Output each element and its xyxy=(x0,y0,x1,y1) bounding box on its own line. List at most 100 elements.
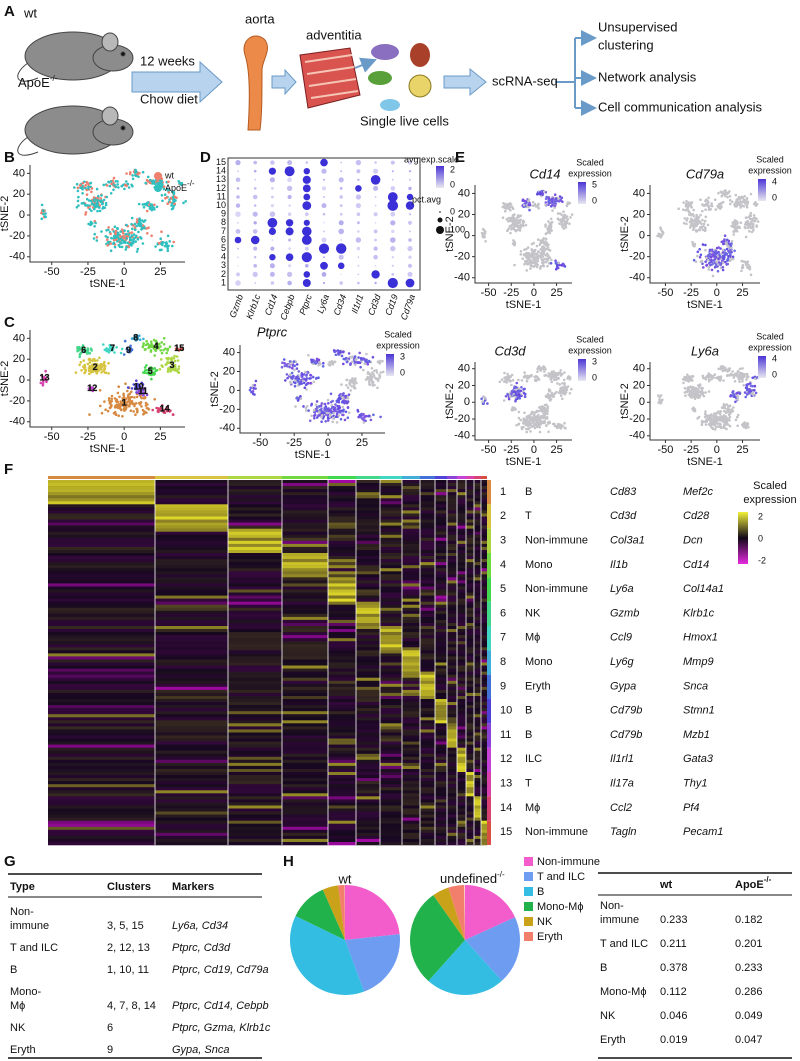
cell-point xyxy=(513,264,516,267)
cell-point xyxy=(697,220,700,223)
heatmap-cell xyxy=(380,577,402,580)
dot xyxy=(391,273,394,276)
cell-point xyxy=(715,250,718,253)
heatmap-cell xyxy=(474,526,481,529)
heatmap-cell xyxy=(155,532,228,535)
y-tick-label: -40 xyxy=(629,272,645,284)
heatmap-cell xyxy=(356,608,380,611)
heatmap-cell xyxy=(435,532,447,535)
heatmap-cell xyxy=(328,489,356,492)
heatmap-cell xyxy=(356,593,380,596)
cell-point xyxy=(689,203,692,206)
heatmap-cell xyxy=(228,580,282,583)
heatmap-cell xyxy=(328,562,356,565)
dot xyxy=(339,220,344,225)
cell-point xyxy=(713,416,716,419)
cell-point xyxy=(143,410,146,413)
heatmap-cell xyxy=(356,547,380,550)
cell-point xyxy=(523,263,526,266)
dot xyxy=(375,222,376,223)
dot xyxy=(286,227,294,235)
heatmap-cell xyxy=(356,489,380,492)
heatmap-cell xyxy=(155,538,228,541)
cell-point xyxy=(323,411,326,414)
cell-point xyxy=(749,223,752,226)
cell-point xyxy=(364,362,367,365)
cluster-label: 15 xyxy=(174,343,184,353)
cell-point xyxy=(503,376,506,379)
cell-point xyxy=(116,183,119,186)
cell-point xyxy=(712,275,715,278)
heatmap-cell xyxy=(402,486,420,489)
heatmap-cell xyxy=(380,526,402,529)
heatmap-cell xyxy=(328,605,356,608)
heatmap-cell xyxy=(474,501,481,504)
heatmap-cell xyxy=(228,568,282,571)
cell-point xyxy=(89,223,92,226)
heatmap-cell xyxy=(380,559,402,562)
cell-point xyxy=(132,410,135,413)
cell-point xyxy=(740,201,743,204)
cell-point xyxy=(160,358,163,361)
heatmap-cell xyxy=(481,620,487,623)
heatmap-cell xyxy=(48,498,155,501)
cell-point xyxy=(553,423,556,426)
cell-point xyxy=(746,206,749,209)
cell-point xyxy=(700,254,703,257)
cell-point xyxy=(482,236,485,239)
cell-point xyxy=(543,258,546,261)
heatmap-cell xyxy=(474,541,481,544)
y-tick-label: -20 xyxy=(219,403,235,415)
cell-point xyxy=(756,203,759,206)
cell-point xyxy=(350,356,353,359)
dot xyxy=(270,247,274,251)
cell-point xyxy=(312,376,315,379)
cell-point xyxy=(153,354,156,357)
heatmap-cell xyxy=(420,590,435,593)
heatmap-cell xyxy=(155,556,228,559)
cell-point xyxy=(298,383,301,386)
heatmap-cell xyxy=(228,574,282,577)
panel-label: E xyxy=(455,149,465,166)
dot xyxy=(289,205,291,207)
cell-point xyxy=(535,379,538,382)
cell-points xyxy=(480,365,572,433)
heatmap-cell xyxy=(420,602,435,605)
cell-point xyxy=(731,391,734,394)
cell-point xyxy=(561,197,564,200)
cell-point xyxy=(719,207,722,210)
cell-point xyxy=(309,419,312,422)
heatmap-cell xyxy=(402,526,420,529)
heatmap-cell xyxy=(356,538,380,541)
heatmap-cell xyxy=(457,553,466,556)
cell-point xyxy=(151,409,154,412)
cell-point xyxy=(107,181,110,184)
cell-point xyxy=(145,402,148,405)
heatmap-cell xyxy=(402,587,420,590)
cell-point xyxy=(517,379,520,382)
heatmap-cell xyxy=(447,480,457,483)
cell-point xyxy=(746,197,749,200)
cell-point xyxy=(110,183,113,186)
heatmap-cell xyxy=(155,501,228,504)
cell-point xyxy=(162,349,165,352)
dot xyxy=(322,272,327,277)
heatmap-cell xyxy=(380,501,402,504)
heatmap-cell xyxy=(228,623,282,626)
cell-point xyxy=(96,239,99,242)
heatmap-cell xyxy=(282,596,328,599)
heatmap-cell xyxy=(48,626,155,629)
dot xyxy=(392,256,394,258)
heatmap-cell xyxy=(447,517,457,520)
heatmap-cell xyxy=(155,559,228,562)
cell-point xyxy=(544,254,547,257)
cell-point xyxy=(562,210,565,213)
heatmap-cell xyxy=(474,489,481,492)
cell-point xyxy=(252,390,255,393)
heatmap-cell xyxy=(48,602,155,605)
cell-point xyxy=(520,386,523,389)
heatmap-cell xyxy=(380,547,402,550)
cell-point xyxy=(703,395,706,398)
cell-point xyxy=(735,226,738,229)
cell-point xyxy=(132,178,135,181)
